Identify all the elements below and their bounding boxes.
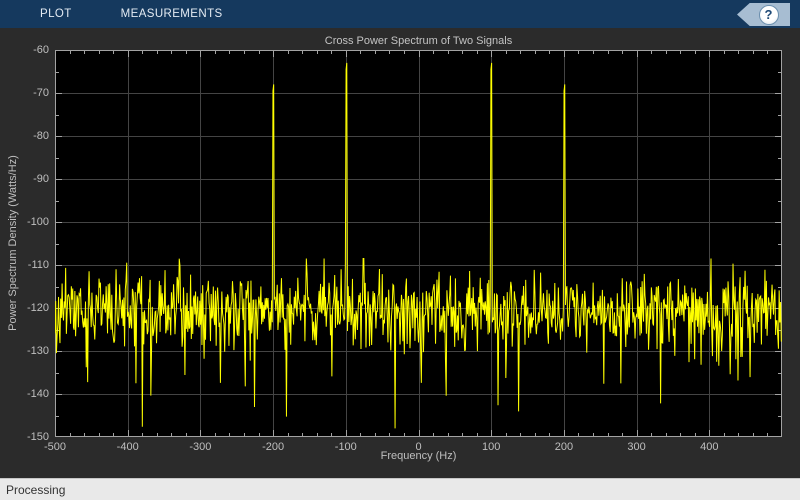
tab-measurements[interactable]: MEASUREMENTS <box>120 8 223 20</box>
x-tick-label: 0 <box>415 441 422 453</box>
status-bar: Processing <box>0 478 800 500</box>
y-tick-label: -60 <box>33 44 49 56</box>
y-tick-label: -140 <box>26 388 49 400</box>
y-tick-label: -110 <box>27 259 49 271</box>
y-tick-label: -100 <box>26 216 49 228</box>
x-tick-label: -100 <box>334 441 357 453</box>
x-tick-label: -300 <box>189 441 212 453</box>
x-tick-label: 300 <box>627 441 646 453</box>
toolstrip: PLOT MEASUREMENTS ? <box>0 0 800 28</box>
x-tick-label: -400 <box>116 441 139 453</box>
y-tick-label: -120 <box>26 302 49 314</box>
help-button[interactable]: ? <box>737 3 790 26</box>
x-axis-label: Frequency (Hz) <box>380 450 457 462</box>
y-tick-label: -150 <box>26 431 49 443</box>
x-tick-label: 100 <box>482 441 501 453</box>
question-mark-icon: ? <box>758 4 779 25</box>
x-tick-label: -500 <box>43 441 67 453</box>
x-tick-label: 400 <box>700 441 719 453</box>
y-tick-label: -130 <box>26 345 49 357</box>
status-text: Processing <box>6 482 66 497</box>
spectrum-trace <box>55 62 782 429</box>
x-tick-label: -200 <box>262 441 285 453</box>
tab-plot[interactable]: PLOT <box>40 8 72 20</box>
plot-title: Cross Power Spectrum of Two Signals <box>324 35 513 47</box>
spectrum-plot-canvas[interactable] <box>55 50 782 437</box>
x-tick-label: 200 <box>554 441 574 453</box>
y-tick-label: -70 <box>33 87 49 99</box>
y-tick-label: -80 <box>33 130 49 142</box>
y-tick-label: -90 <box>33 173 49 185</box>
